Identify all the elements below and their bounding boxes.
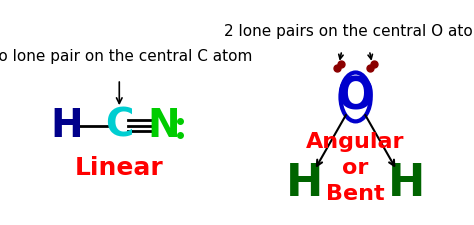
Text: O: O	[337, 75, 374, 118]
Text: H: H	[388, 162, 425, 205]
Text: Linear: Linear	[75, 156, 164, 180]
Text: Angular
or
Bent: Angular or Bent	[306, 132, 405, 205]
Text: N: N	[147, 107, 180, 145]
Text: 2 lone pairs on the central O atom: 2 lone pairs on the central O atom	[224, 24, 474, 39]
Text: H: H	[286, 162, 323, 205]
Text: No lone pair on the central C atom: No lone pair on the central C atom	[0, 49, 252, 64]
Text: C: C	[105, 107, 134, 145]
Text: H: H	[51, 107, 83, 145]
Circle shape	[340, 72, 371, 122]
